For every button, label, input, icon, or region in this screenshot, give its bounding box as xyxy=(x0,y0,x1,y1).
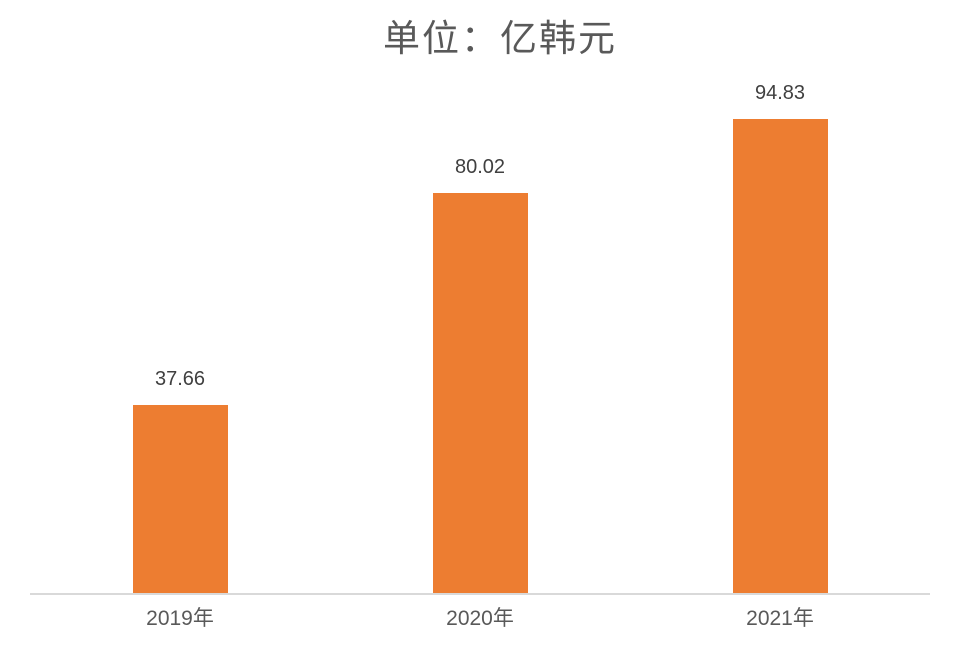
bar xyxy=(732,119,828,593)
x-axis-tick-label: 2021年 xyxy=(746,607,814,630)
bar-value-label: 94.83 xyxy=(754,82,806,104)
plot-area: 37.66 80.02 94.83 xyxy=(30,82,930,595)
x-axis-line xyxy=(30,593,930,595)
x-axis-tick-label: 2020年 xyxy=(446,607,514,630)
chart-title: 单位：亿韩元 xyxy=(383,19,617,60)
x-axis: 2019年 2020年 2021年 xyxy=(30,606,930,636)
bar xyxy=(432,193,528,593)
bar xyxy=(132,405,228,593)
x-axis-tick-label: 2019年 xyxy=(146,607,214,630)
bar-value-label: 80.02 xyxy=(454,156,506,178)
bar-value-label: 37.66 xyxy=(154,368,206,390)
